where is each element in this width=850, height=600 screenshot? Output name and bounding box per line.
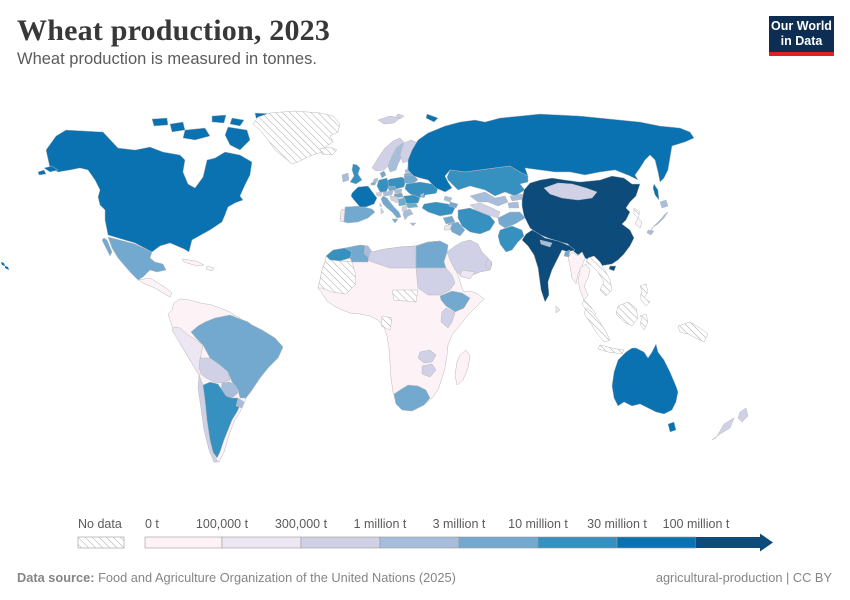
- svg-text:100,000 t: 100,000 t: [196, 517, 249, 531]
- svg-text:3 million t: 3 million t: [433, 517, 486, 531]
- svg-text:30 million t: 30 million t: [587, 517, 647, 531]
- svg-text:agricultural-production | CC B: agricultural-production | CC BY: [656, 570, 833, 585]
- svg-text:10 million t: 10 million t: [508, 517, 568, 531]
- svg-text:1 million t: 1 million t: [354, 517, 407, 531]
- svg-text:300,000 t: 300,000 t: [275, 517, 328, 531]
- svg-text:100 million t: 100 million t: [663, 517, 730, 531]
- svg-text:No data: No data: [78, 517, 122, 531]
- svg-text:Data source: Food and Agricult: Data source: Food and Agriculture Organi…: [17, 570, 456, 585]
- svg-text:0 t: 0 t: [145, 517, 159, 531]
